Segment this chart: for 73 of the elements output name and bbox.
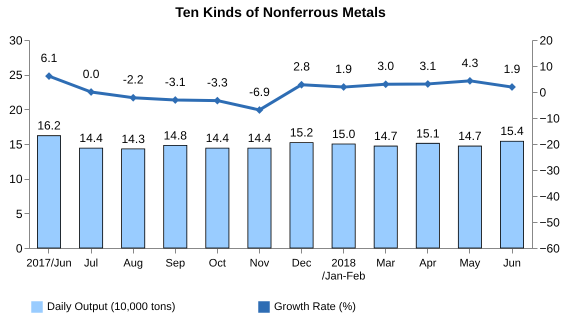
data-label: 15.1	[416, 126, 440, 140]
data-label: -3.1	[164, 75, 186, 90]
data-label: 15.4	[500, 124, 524, 138]
bar	[332, 144, 356, 248]
point	[298, 80, 306, 89]
data-label: 14.7	[458, 129, 482, 144]
y2-tick-label: −60	[540, 242, 560, 256]
y2-tick-label: 20	[540, 34, 554, 48]
y2-tick-label: −30	[540, 164, 560, 178]
y-tick-label: 5	[16, 206, 23, 221]
point	[466, 76, 474, 85]
legend-label: Daily Output (10,000 tons)	[47, 301, 176, 313]
point	[256, 106, 264, 114]
data-label: 15.2	[290, 126, 314, 140]
y-tick-label: 0	[16, 242, 23, 256]
y2-tick-label: 0	[540, 86, 546, 100]
data-label: 3.0	[377, 59, 394, 74]
x-tick-label: Jul	[84, 258, 98, 270]
data-label: -3.3	[207, 76, 228, 90]
y2-tick-label: −40	[540, 190, 560, 204]
legend-label: Growth Rate (%)	[274, 301, 356, 313]
chart-title: Ten Kinds of Nonferrous Metals	[175, 4, 386, 20]
bar	[37, 135, 61, 248]
data-label: 4.3	[462, 56, 479, 70]
y-tick-label: 10	[9, 172, 23, 186]
x-tick-label: Mar	[376, 258, 396, 270]
x-tick-label: Apr	[419, 258, 437, 270]
bar	[79, 148, 104, 248]
x-tick-label: Nov	[250, 258, 270, 270]
x-tick-label: Oct	[208, 258, 226, 270]
data-label: 14.4	[206, 131, 230, 146]
data-label: 2.8	[293, 60, 310, 74]
x-tick-label: May	[460, 258, 481, 270]
x-tick-label: Jun	[503, 258, 521, 270]
y2-tick-label: −20	[540, 138, 560, 152]
y-tick-label: 15	[9, 138, 23, 152]
x-tick-label: Sep	[165, 258, 186, 270]
data-label: 14.3	[122, 132, 146, 146]
point	[508, 83, 516, 91]
data-label: 16.2	[37, 118, 61, 133]
data-label: 0.0	[82, 67, 100, 81]
y-tick-label: 25	[9, 68, 23, 82]
bar	[458, 146, 482, 248]
x-tick-label: Dec	[292, 258, 312, 270]
bar	[121, 148, 146, 248]
y2-tick-label: −50	[540, 216, 560, 230]
y-tick-label: 20	[9, 102, 23, 117]
data-label: 6.1	[40, 51, 58, 66]
bar	[205, 148, 230, 248]
bar	[374, 146, 398, 248]
bar	[416, 142, 440, 248]
data-label: -2.2	[122, 72, 144, 87]
bar	[247, 148, 272, 248]
data-label: 15.0	[332, 127, 356, 141]
x-tick-label: Aug	[123, 258, 143, 270]
y-tick-label: 30	[9, 34, 23, 48]
data-label: 3.1	[419, 58, 436, 73]
bar	[163, 144, 188, 248]
data-label: -6.9	[249, 84, 270, 99]
bar	[290, 142, 314, 248]
data-label: 14.4	[248, 131, 272, 146]
data-label: 14.8	[164, 128, 188, 142]
y2-tick-label: 10	[540, 60, 554, 74]
x-tick-label: 2017/Jun	[26, 258, 72, 270]
x-tick-label: 2018 /Jan-Feb	[322, 258, 366, 282]
bar	[500, 140, 524, 248]
point	[87, 88, 95, 96]
data-label: 14.7	[374, 129, 398, 144]
data-label: 14.4	[79, 131, 104, 146]
point	[45, 72, 53, 80]
y2-tick-label: −10	[540, 112, 560, 126]
data-label: 1.9	[335, 62, 352, 76]
data-label: 1.9	[504, 62, 521, 76]
